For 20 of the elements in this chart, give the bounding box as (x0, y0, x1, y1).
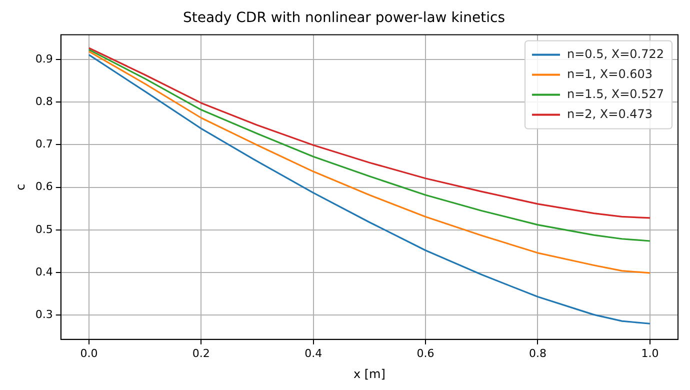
legend-label: n=2, X=0.473 (567, 106, 653, 121)
y-tick-label: 0.4 (35, 265, 53, 278)
x-tick-label: 0.2 (192, 346, 210, 360)
y-tick-label: 0.8 (35, 94, 53, 108)
y-tick-label: 0.6 (35, 180, 53, 194)
legend-label: n=0.5, X=0.722 (567, 46, 664, 61)
x-tick-label: 0.8 (529, 346, 546, 360)
y-tick-label: 0.5 (35, 222, 53, 236)
y-tick-label: 0.3 (35, 308, 53, 321)
y-tick-label: 0.7 (35, 138, 53, 151)
y-tick-label: 0.9 (35, 52, 53, 66)
chart-title: Steady CDR with nonlinear power-law kinetics (182, 10, 506, 26)
legend-label: n=1.5, X=0.527 (567, 86, 664, 101)
legend-label: n=1, X=0.603 (567, 66, 653, 81)
x-tick-label: 0.6 (416, 346, 434, 360)
x-tick-label: 1.0 (641, 346, 659, 360)
x-tick-label: 0.4 (304, 346, 322, 360)
x-tick-label: 0.0 (80, 346, 98, 360)
y-axis-title: c (13, 184, 28, 190)
x-axis-title: x [m] (353, 366, 386, 381)
